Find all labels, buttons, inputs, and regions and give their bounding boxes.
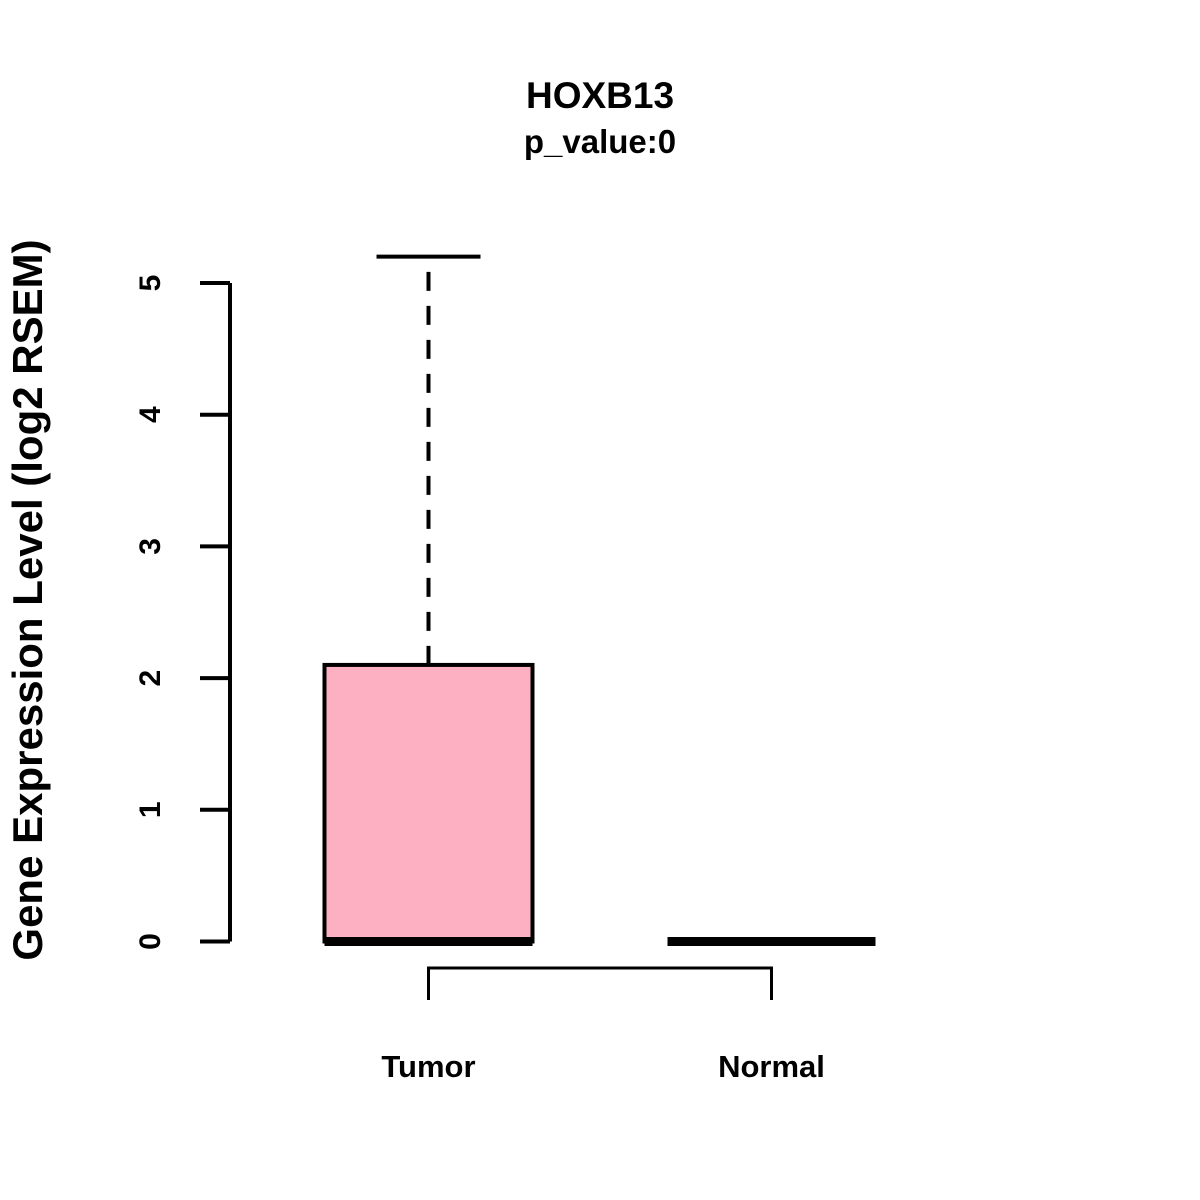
chart-title: HOXB13 (526, 75, 674, 116)
x-category-label-normal: Normal (718, 1049, 825, 1084)
y-tick-label: 3 (134, 538, 167, 555)
y-tick-label: 4 (134, 406, 167, 423)
box-tumor (322, 662, 535, 944)
y-tick-label: 1 (134, 801, 167, 818)
plot-layer: 0 1 2 3 4 5 Tumor Normal (134, 254, 876, 1084)
y-axis-label: Gene Expression Level (log2 RSEM) (4, 239, 51, 960)
y-tick-label: 0 (134, 933, 167, 950)
y-tick-label: 2 (134, 670, 167, 687)
x-category-label-tumor: Tumor (381, 1049, 475, 1084)
chart-subtitle: p_value:0 (524, 123, 676, 160)
comparison-bracket (427, 966, 773, 1000)
y-tick-label: 5 (134, 275, 167, 292)
